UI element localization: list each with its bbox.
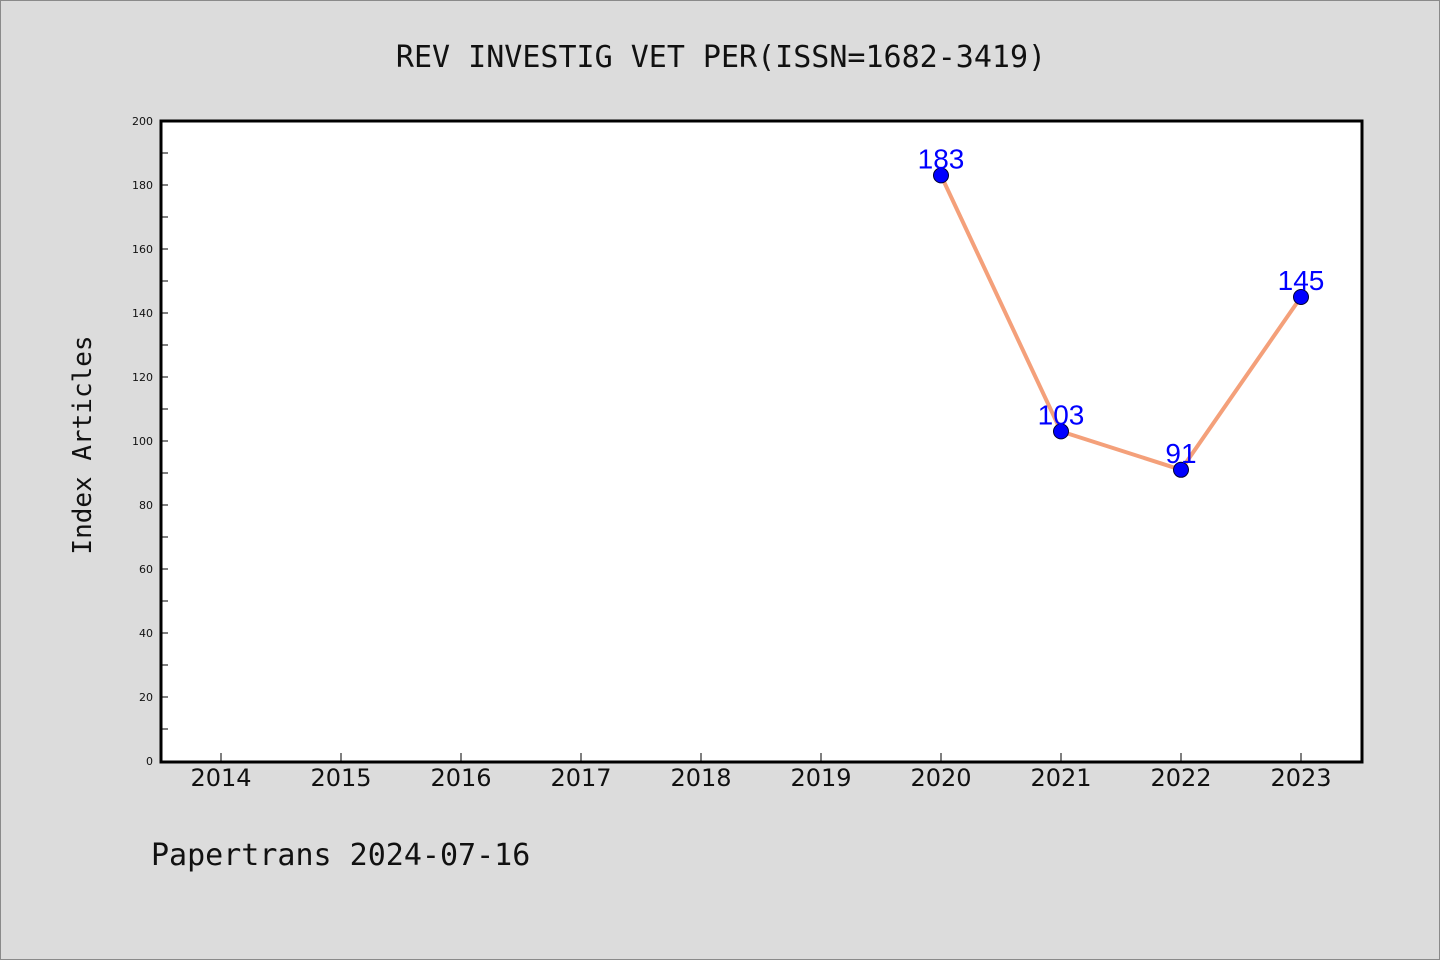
x-tick-label: 2021 xyxy=(1030,764,1091,792)
x-tick-label: 2014 xyxy=(190,764,251,792)
y-axis: 0 20 40 60 80 100 120 140 160 180 200 xyxy=(132,115,168,768)
x-axis: 2014 2015 2016 2017 2018 2019 2020 2021 2022 2023 xyxy=(190,753,1332,792)
data-point-label: 145 xyxy=(1278,265,1325,296)
y-tick-label: 100 xyxy=(132,435,153,448)
y-tick-label: 20 xyxy=(139,691,153,704)
y-tick-label: 140 xyxy=(132,307,153,320)
y-tick-label: 120 xyxy=(132,371,153,384)
footer-watermark: Papertrans 2024-07-16 xyxy=(151,838,530,873)
x-tick-label: 2020 xyxy=(910,764,971,792)
data-point-marker xyxy=(1173,461,1189,478)
data-point-label: 103 xyxy=(1038,399,1085,430)
series-labels: 183 103 91 145 xyxy=(918,143,1325,468)
y-tick-label: 160 xyxy=(132,243,153,256)
x-tick-label: 2018 xyxy=(670,764,731,792)
y-tick-label: 200 xyxy=(132,115,153,128)
x-tick-label: 2022 xyxy=(1150,764,1211,792)
plot-area xyxy=(159,119,1364,764)
series-line xyxy=(939,174,1303,472)
chart-title: REV INVESTIG VET PER(ISSN=1682-3419) xyxy=(396,40,1046,75)
series-markers xyxy=(933,167,1309,478)
data-point-marker xyxy=(1053,423,1069,440)
x-tick-label: 2016 xyxy=(430,764,491,792)
series-lines xyxy=(939,174,1303,472)
x-tick-label: 2019 xyxy=(790,764,851,792)
data-point-marker xyxy=(933,167,949,184)
data-point-marker xyxy=(1293,289,1309,305)
x-tick-label: 2017 xyxy=(550,764,611,792)
x-tick-label: 2015 xyxy=(310,764,371,792)
y-tick-label: 0 xyxy=(146,755,153,768)
x-tick-label: 2023 xyxy=(1270,764,1331,792)
y-tick-label: 40 xyxy=(139,627,153,640)
data-point-label: 183 xyxy=(918,143,965,174)
y-tick-label: 180 xyxy=(132,179,153,192)
y-tick-label: 60 xyxy=(139,563,153,576)
y-tick-label: 80 xyxy=(139,499,153,512)
y-axis-label: Index Articles xyxy=(68,335,98,554)
data-point-label: 91 xyxy=(1165,438,1196,469)
